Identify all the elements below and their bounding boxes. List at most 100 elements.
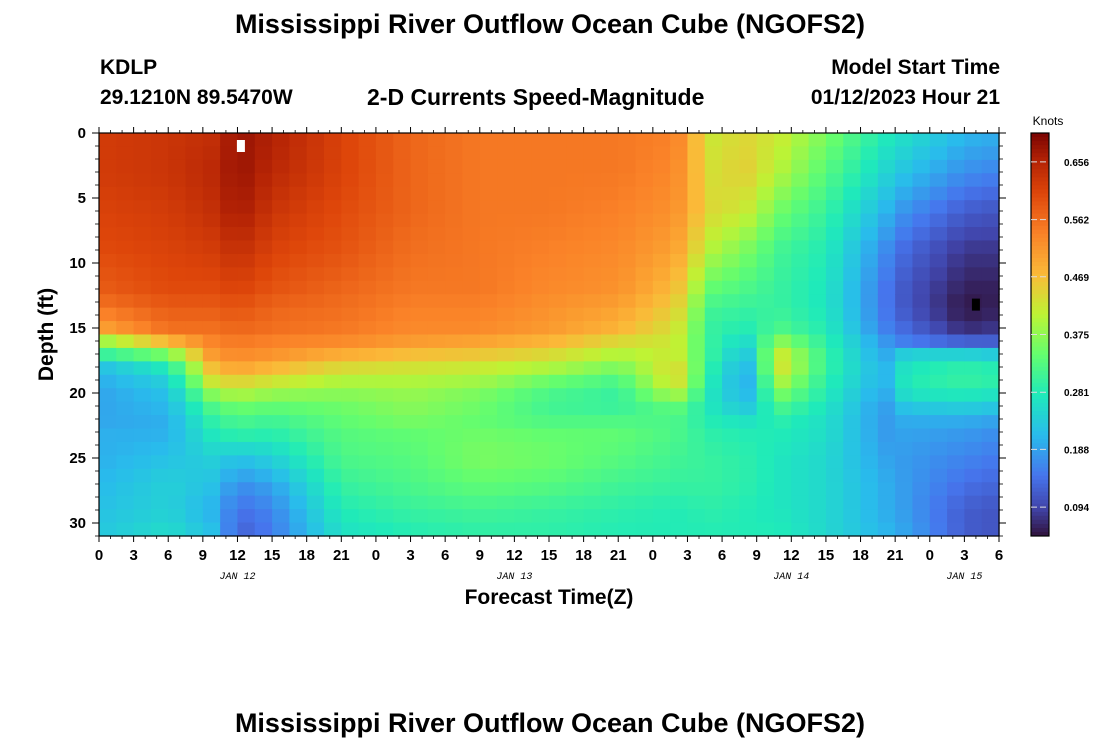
heatmap-cell (341, 441, 360, 456)
heatmap-cell (462, 334, 481, 349)
heatmap-cell (808, 267, 827, 282)
heatmap-cell (670, 321, 689, 336)
colorbar-segment (1031, 463, 1049, 468)
heatmap-cell (272, 415, 290, 430)
colorbar-segment (1031, 354, 1049, 360)
colorbar-segment (1031, 286, 1049, 291)
heatmap-cell (808, 321, 827, 336)
heatmap-cell (635, 361, 654, 376)
heatmap-cell (358, 294, 377, 309)
heatmap-cell (150, 267, 169, 282)
heatmap-cell (929, 213, 948, 228)
heatmap-cell (652, 267, 671, 282)
heatmap-cell (687, 321, 706, 336)
heatmap-cell (843, 227, 862, 242)
heatmap-cell (756, 267, 775, 282)
heatmap-cell (877, 213, 896, 228)
heatmap-cell (393, 227, 412, 242)
heatmap-cell (306, 509, 325, 524)
heatmap-cell (306, 146, 325, 161)
colorbar-segment (1031, 165, 1049, 170)
heatmap-cell (566, 280, 585, 295)
heatmap-cell (843, 280, 862, 295)
heatmap-cell (895, 522, 914, 537)
heatmap-cell (237, 173, 256, 188)
heatmap-cell (549, 159, 567, 174)
colorbar-segment (1031, 326, 1049, 331)
heatmap-cell (687, 280, 706, 295)
heatmap-cell (774, 522, 792, 537)
heatmap-cell (341, 334, 360, 349)
heatmap-cell (185, 294, 204, 309)
chart-title: Mississippi River Outflow Ocean Cube (NG… (234, 9, 866, 39)
heatmap-cell (168, 213, 187, 228)
heatmap-cell (791, 321, 810, 336)
heatmap-cell (912, 253, 931, 268)
heatmap-cell (947, 146, 965, 161)
heatmap-cell (549, 213, 567, 228)
heatmap-cell (964, 482, 983, 497)
heatmap-cell (254, 240, 273, 255)
heatmap-cell (99, 267, 117, 282)
heatmap-cell (185, 213, 204, 228)
heatmap-cell (825, 307, 844, 322)
heatmap-cell (860, 240, 879, 255)
heatmap-cell (947, 415, 965, 430)
heatmap-cell (254, 334, 273, 349)
heatmap-cell (410, 374, 429, 389)
heatmap-cell (652, 334, 671, 349)
heatmap-cell (981, 321, 1000, 336)
heatmap-cell (445, 213, 464, 228)
heatmap-cell (306, 495, 325, 510)
x-tick-label: 3 (683, 547, 691, 564)
heatmap-cell (722, 361, 740, 376)
heatmap-cell (791, 509, 810, 524)
heatmap-cell (964, 347, 983, 362)
heatmap-cell (739, 388, 758, 403)
colorbar-segment (1031, 201, 1049, 207)
heatmap-cell (479, 441, 498, 456)
heatmap-cell (912, 321, 931, 336)
heatmap-cell (583, 441, 602, 456)
heatmap-cell (929, 294, 948, 309)
heatmap-cell (375, 334, 394, 349)
heatmap-cell (185, 482, 204, 497)
x-tick-label: 18 (852, 547, 869, 564)
heatmap-cell (670, 509, 689, 524)
heatmap-cell (808, 388, 827, 403)
heatmap-cell (808, 253, 827, 268)
heatmap-cell (168, 133, 187, 148)
heatmap-cell (947, 307, 965, 322)
heatmap-cell (497, 146, 515, 161)
heatmap-cell (618, 173, 637, 188)
heatmap-cell (497, 321, 515, 336)
heatmap-cell (133, 522, 152, 537)
heatmap-cell (358, 173, 377, 188)
heatmap-cell (410, 280, 429, 295)
heatmap-cell (254, 388, 273, 403)
heatmap-cell (254, 159, 273, 174)
heatmap-cell (808, 495, 827, 510)
heatmap-cell (704, 388, 723, 403)
heatmap-cell (566, 253, 585, 268)
heatmap-cell (220, 133, 239, 148)
x-tick-label: 18 (575, 547, 592, 564)
heatmap-cell (722, 200, 740, 215)
heatmap-cell (600, 173, 619, 188)
heatmap-cell (514, 334, 533, 349)
heatmap-cell (618, 267, 637, 282)
heatmap-cell (531, 227, 550, 242)
heatmap-cell (652, 321, 671, 336)
heatmap-cell (635, 441, 654, 456)
heatmap-cell (756, 307, 775, 322)
x-tick-label: 6 (441, 547, 449, 564)
heatmap-cell (843, 186, 862, 201)
heatmap-cell (964, 401, 983, 416)
heatmap-cell (324, 455, 342, 470)
heatmap-cell (324, 415, 342, 430)
x-tick-label: 3 (960, 547, 968, 564)
heatmap-cell (756, 361, 775, 376)
colorbar-segment (1031, 302, 1049, 307)
heatmap-cell (341, 133, 360, 148)
heatmap-cell (635, 374, 654, 389)
